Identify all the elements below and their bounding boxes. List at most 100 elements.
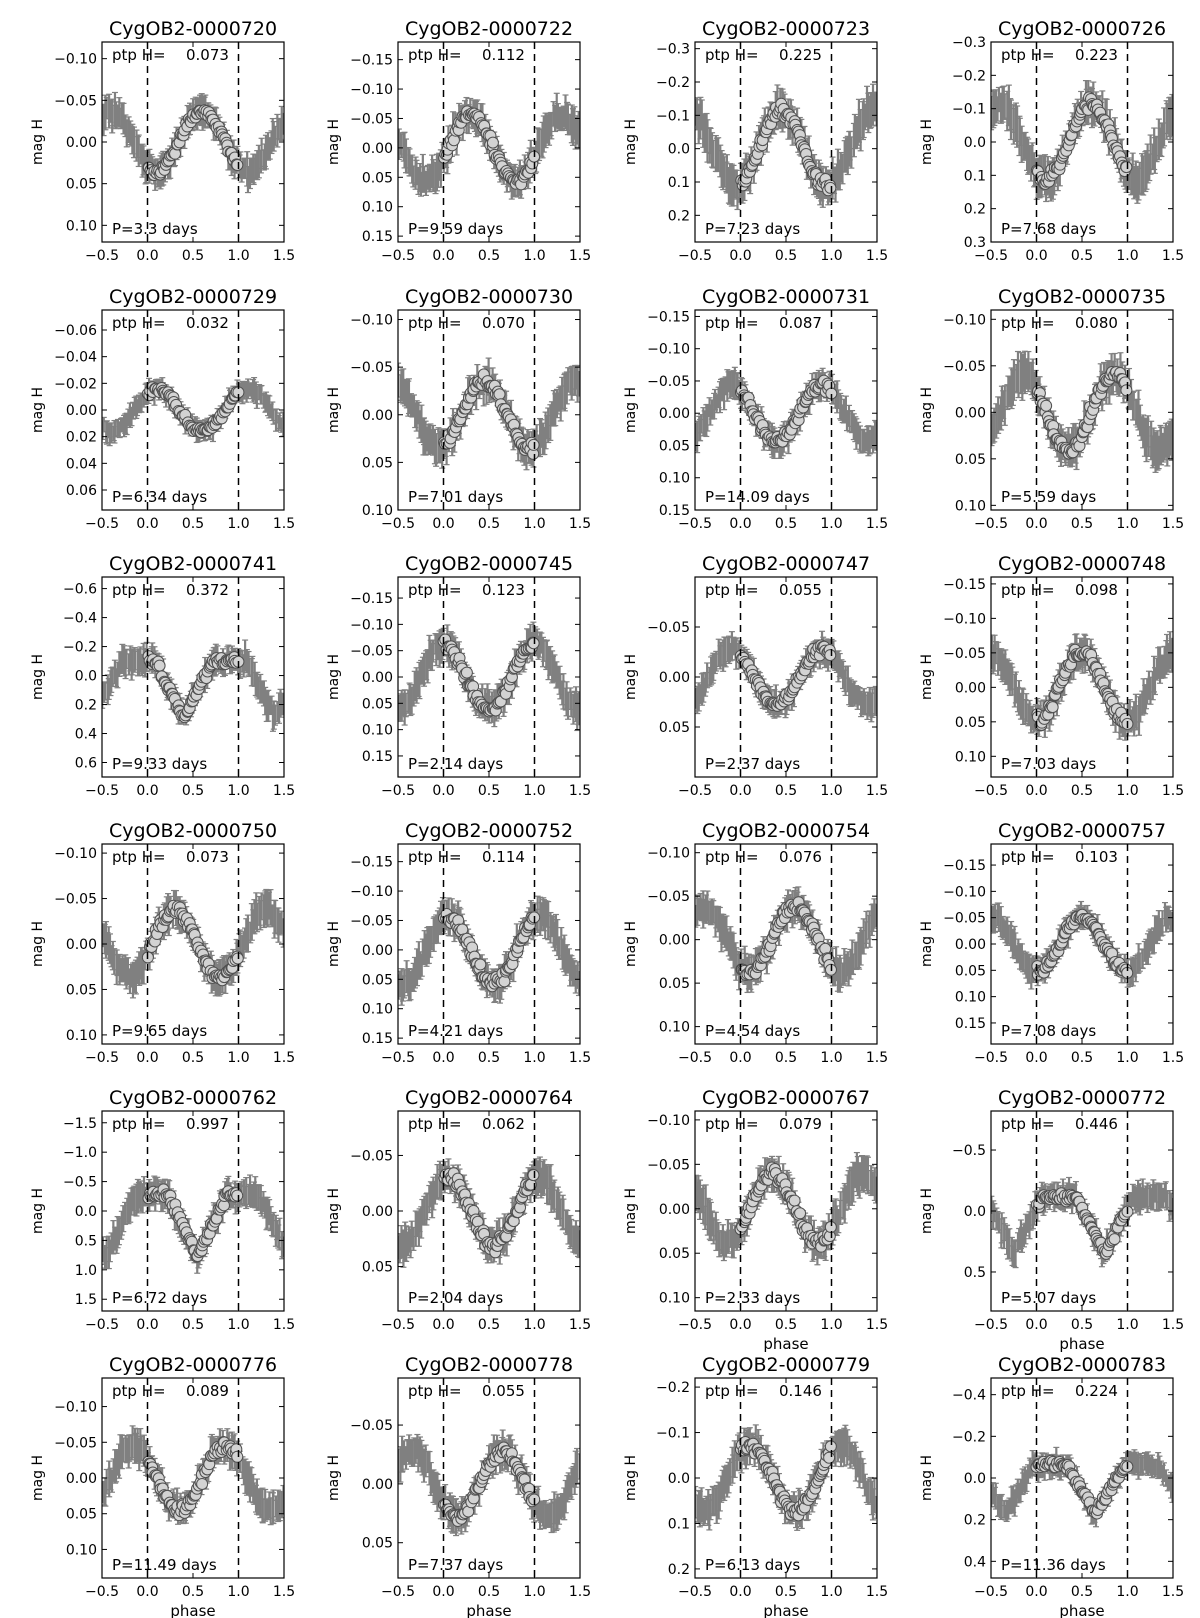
panel-title: CygOB2-0000726: [998, 18, 1166, 40]
ptp-label: ptp H=: [705, 46, 759, 64]
x-tick-label: 0.0: [1025, 516, 1047, 532]
y-tick-label: 0.10: [362, 200, 393, 216]
y-tick-label: 0.05: [362, 170, 393, 186]
ptp-value: 0.087: [779, 314, 822, 332]
y-axis-label: mag H: [326, 387, 342, 433]
y-tick-label: −0.10: [350, 617, 393, 633]
y-tick-label: −0.1: [952, 102, 986, 118]
ptp-label: ptp H=: [408, 581, 462, 599]
x-tick-label: −0.5: [381, 516, 415, 532]
data-point: [1120, 384, 1133, 397]
period-label: P=5.59 days: [1001, 488, 1096, 506]
marker-series: [438, 105, 541, 191]
x-tick-label: 1.5: [569, 516, 591, 532]
x-tick-label: 1.5: [569, 783, 591, 799]
x-tick-label: −0.5: [85, 516, 119, 532]
y-tick-label: −0.02: [54, 376, 97, 392]
x-tick-label: −0.5: [678, 248, 712, 264]
y-tick-label: 0.6: [75, 756, 97, 772]
y-axis-label: mag H: [919, 119, 935, 165]
ptp-label: ptp H=: [1001, 314, 1055, 332]
y-tick-label: −0.4: [63, 611, 97, 627]
panel-title: CygOB2-0000735: [998, 286, 1166, 308]
panel-title: CygOB2-0000729: [109, 286, 277, 308]
plot-area: [991, 80, 1173, 204]
y-tick-label: 0.15: [659, 503, 690, 519]
x-tick-label: 1.0: [227, 516, 249, 532]
errorbar-series: [102, 639, 284, 732]
x-tick-label: 1.5: [866, 516, 888, 532]
period-label: P=7.23 days: [705, 220, 800, 238]
y-axis-label: mag H: [326, 654, 342, 700]
ptp-label: ptp H=: [112, 314, 166, 332]
y-tick-label: 0.04: [66, 456, 97, 472]
x-tick-label: 0.5: [182, 783, 204, 799]
x-tick-label: 1.5: [569, 248, 591, 264]
y-tick-label: 0.10: [66, 218, 97, 234]
y-tick-label: 0.00: [66, 135, 97, 151]
y-tick-label: 0.00: [659, 406, 690, 422]
y-axis-label: mag H: [919, 387, 935, 433]
ptp-label: ptp H=: [705, 314, 759, 332]
x-tick-label: 0.0: [1025, 248, 1047, 264]
x-tick-label: 0.5: [775, 248, 797, 264]
y-tick-label: −0.3: [952, 35, 986, 51]
x-tick-label: 0.0: [432, 783, 454, 799]
light-curve-panel: −0.15−0.10−0.050.000.050.100.15−0.5 0.0 0.…: [326, 18, 591, 264]
plot-area: [695, 630, 877, 723]
errorbar-series: [102, 91, 284, 194]
y-tick-label: 0.05: [659, 438, 690, 454]
ptp-value: 0.223: [1075, 46, 1118, 64]
x-tick-label: 0.0: [136, 783, 158, 799]
marker-series: [1031, 366, 1133, 460]
panel-title: CygOB2-0000745: [405, 553, 573, 575]
y-tick-label: 0.00: [362, 408, 393, 424]
light-curve-panel: −0.3 −0.2 −0.1 0.0 0.1 0.2 0.3−0.5 0.0 0.5 1.0 1.5…: [919, 18, 1184, 264]
y-axis-label: mag H: [30, 654, 46, 700]
ptp-label: ptp H=: [112, 581, 166, 599]
y-tick-label: −0.2: [656, 75, 690, 91]
light-curve-panel: −0.050.000.05−0.5 0.0 0.5 1.0 1.5CygOB2-0000…: [623, 553, 888, 799]
data-point: [460, 666, 473, 679]
y-tick-label: 0.00: [362, 670, 393, 686]
x-tick-label: 0.0: [432, 516, 454, 532]
y-tick-label: 0.10: [955, 498, 986, 514]
y-tick-label: 0.00: [362, 141, 393, 157]
panel-title: CygOB2-0000731: [702, 286, 870, 308]
errorbar-series: [695, 630, 877, 723]
x-tick-label: 1.0: [227, 248, 249, 264]
light-curve-panel: −0.15−0.10−0.050.000.050.100.15−0.5 0.0 0.…: [623, 286, 888, 532]
x-tick-label: −0.5: [85, 248, 119, 264]
y-tick-label: 0.0: [668, 142, 690, 158]
x-tick-label: 1.5: [866, 248, 888, 264]
y-tick-label: 0.2: [668, 208, 690, 224]
plot-area: [695, 366, 877, 460]
period-label: P=7.68 days: [1001, 220, 1096, 238]
y-tick-label: −0.15: [647, 309, 690, 325]
x-tick-label: 1.5: [273, 783, 295, 799]
y-tick-label: 0.02: [66, 430, 97, 446]
marker-series: [735, 97, 837, 197]
plot-area: [102, 91, 284, 194]
y-tick-label: −0.2: [63, 640, 97, 656]
y-tick-label: 0.05: [362, 455, 393, 471]
y-tick-label: 0.00: [955, 405, 986, 421]
x-tick-label: −0.5: [974, 516, 1008, 532]
y-tick-label: 0.2: [75, 698, 97, 714]
x-tick-label: 0.0: [136, 516, 158, 532]
y-axis-label: mag H: [623, 387, 639, 433]
panel-title: CygOB2-0000723: [702, 18, 870, 40]
x-tick-label: 1.0: [1116, 516, 1138, 532]
y-axis-label: mag H: [623, 119, 639, 165]
x-tick-label: 0.5: [478, 248, 500, 264]
y-tick-label: −0.1: [656, 108, 690, 124]
x-tick-label: 1.0: [227, 783, 249, 799]
x-tick-label: 1.5: [1162, 248, 1184, 264]
ptp-label: ptp H=: [408, 314, 462, 332]
x-tick-label: 0.5: [478, 516, 500, 532]
period-label: P=14.09 days: [705, 488, 810, 506]
data-point: [231, 159, 244, 172]
x-tick-label: 1.0: [1116, 248, 1138, 264]
ptp-label: ptp H=: [1001, 46, 1055, 64]
